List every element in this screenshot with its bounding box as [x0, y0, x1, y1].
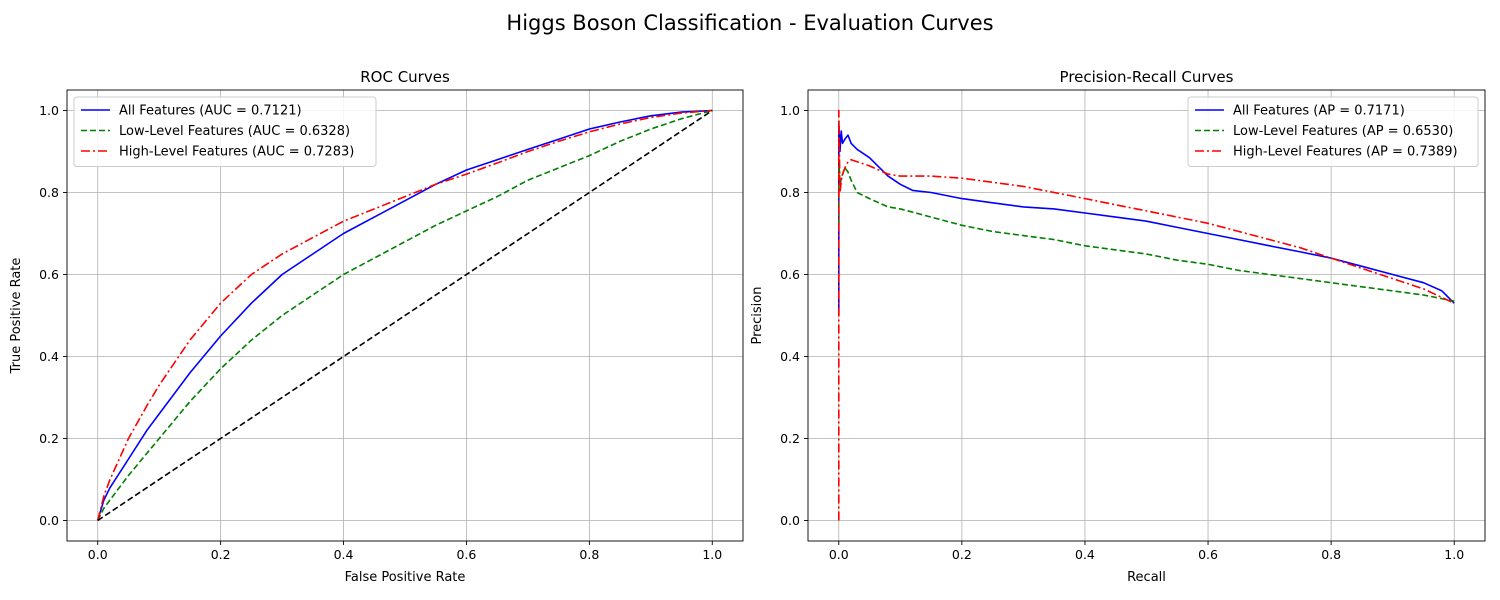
y-tick-label: 0.0 [39, 513, 59, 528]
series-line-1 [837, 158, 1455, 302]
series-line-1 [96, 109, 713, 521]
y-axis-label: Precision [750, 286, 765, 344]
legend-box [1187, 96, 1479, 167]
figure-title: Higgs Boson Classification - Evaluation … [506, 11, 993, 35]
x-tick-label: 0.6 [457, 547, 477, 562]
y-tick-label: 0.0 [780, 513, 800, 528]
x-tick-label: 0.4 [334, 547, 354, 562]
legend-label: All Features (AP = 0.7171) [1233, 104, 1405, 119]
x-tick-label: 0.2 [952, 547, 972, 562]
legend-label: Low-Level Features (AUC = 0.6328) [119, 124, 350, 139]
legend-box [73, 96, 377, 167]
chart-title: ROC Curves [360, 68, 450, 86]
x-tick-label: 1.0 [1444, 547, 1464, 562]
legend-label: All Features (AUC = 0.7121) [119, 104, 302, 119]
y-tick-label: 0.6 [39, 267, 59, 282]
y-tick-label: 0.4 [39, 349, 59, 364]
x-tick-label: 0.8 [1321, 547, 1341, 562]
y-axis-label: True Positive Rate [9, 258, 24, 375]
x-axis-label: False Positive Rate [345, 570, 466, 585]
series-line-0 [837, 122, 1455, 316]
y-tick-label: 0.2 [780, 431, 800, 446]
x-tick-label: 0.0 [88, 547, 108, 562]
y-tick-label: 0.8 [780, 185, 800, 200]
y-tick-label: 0.8 [39, 185, 59, 200]
legend: All Features (AP = 0.7171) Low-Level Feat… [1187, 96, 1479, 167]
y-tick-label: 0.4 [780, 349, 800, 364]
legend: All Features (AUC = 0.7121) Low-Level Fea… [73, 96, 377, 167]
x-tick-label: 1.0 [702, 547, 722, 562]
chart-title: Precision-Recall Curves [1060, 68, 1234, 86]
legend-label: High-Level Features (AUC = 0.7283) [119, 145, 354, 160]
x-tick-label: 0.0 [829, 547, 849, 562]
x-tick-label: 0.8 [579, 547, 599, 562]
x-axis-label: Recall [1127, 570, 1166, 585]
x-tick-label: 0.4 [1075, 547, 1095, 562]
y-tick-label: 1.0 [780, 103, 800, 118]
series-line-2 [96, 109, 713, 521]
y-tick-label: 0.2 [39, 431, 59, 446]
y-tick-label: 0.6 [780, 267, 800, 282]
legend-label: High-Level Features (AP = 0.7389) [1233, 145, 1458, 160]
y-tick-label: 1.0 [39, 103, 59, 118]
x-tick-label: 0.6 [1198, 547, 1218, 562]
plot-frame [66, 89, 744, 542]
series-line-0 [96, 109, 713, 521]
series-line-2 [837, 109, 1455, 521]
x-tick-label: 0.2 [211, 547, 231, 562]
roc-chart: 0.0 0.2 0.4 0.6 0.8 1.0 0.0 0.2 0.4 0.6 0.8 1.0 ROC … [9, 68, 744, 585]
plot-frame [807, 89, 1486, 542]
precision-recall-chart: 0.0 0.2 0.4 0.6 0.8 1.0 0.0 0.2 0.4 0.6 0.8 1.0 Prec… [750, 68, 1486, 585]
series-line-3 [97, 109, 713, 522]
legend-label: Low-Level Features (AP = 0.6530) [1233, 124, 1453, 139]
